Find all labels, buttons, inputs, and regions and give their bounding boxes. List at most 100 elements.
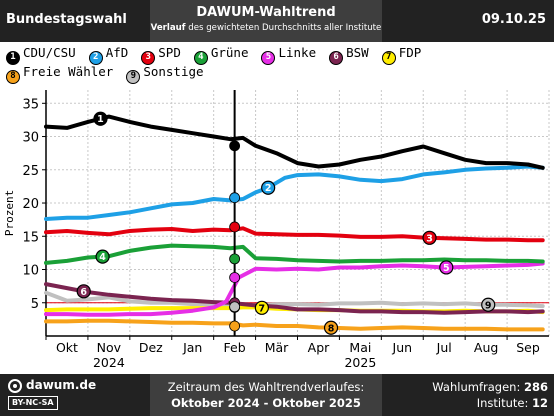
- legend-marker: 3: [141, 51, 156, 65]
- y-tick-label: 30: [22, 131, 39, 146]
- chart-title: DAWUM-Wahltrend: [196, 5, 336, 20]
- legend-row: 8 Freie Wähler 9 Sonstige: [6, 64, 554, 84]
- series-label-number: 3: [426, 233, 433, 244]
- legend-item: 6 BSW: [329, 45, 369, 65]
- x-tick-label: Aug: [474, 340, 498, 355]
- y-tick-label: 25: [22, 164, 39, 179]
- series-label-marker: [76, 284, 91, 299]
- footer-bar: dawum.de BY-NC-SA Zeitraum des Wahltrend…: [0, 374, 554, 416]
- legend-marker: 9: [126, 70, 141, 84]
- y-tick-label: 15: [22, 230, 39, 245]
- x-tick-label: Jun: [392, 340, 413, 355]
- period-value: Oktober 2024 - Oktober 2025: [171, 396, 361, 410]
- legend: 1 CDU/CSU 2 AfD 3 SPD 4 Grüne 5 Linke 6 BSW 7 FDP 8 Fre…: [6, 45, 554, 84]
- series-line: [44, 290, 545, 309]
- election-result-point: [229, 140, 241, 152]
- x-tick-label: Nov: [97, 340, 122, 355]
- x-year-label: 2025: [344, 355, 376, 370]
- x-tick-label: Jul: [436, 340, 452, 355]
- brand-link[interactable]: dawum.de: [26, 378, 97, 392]
- stats-box: Wahlumfragen: 286 Institute: 12: [432, 380, 548, 412]
- y-tick-label: 35: [22, 97, 39, 112]
- series-label-marker: [254, 300, 269, 315]
- x-tick-label: Jan: [182, 340, 202, 355]
- legend-marker: 8: [6, 70, 20, 84]
- y-axis-label: Prozent: [3, 190, 16, 236]
- period-box: Zeitraum des Wahltrendverlaufes: Oktober…: [150, 374, 382, 416]
- x-tick-label: Feb: [224, 340, 246, 355]
- legend-label: BSW: [346, 45, 369, 60]
- polls-count: 286: [523, 380, 548, 394]
- series-line: [44, 114, 545, 170]
- series-label-marker: [93, 111, 108, 126]
- election-result-point: [229, 320, 241, 332]
- y-tick-label: 5: [31, 297, 39, 312]
- series-label-number: 5: [443, 263, 450, 274]
- x-tick-label: Apr: [308, 340, 330, 355]
- legend-label: FDP: [398, 45, 422, 60]
- election-result-point: [229, 253, 241, 265]
- header-bar: Bundestagswahl DAWUM-Wahltrend Verlauf d…: [0, 0, 554, 42]
- legend-marker: 4: [193, 51, 208, 65]
- x-year-label: 2024: [93, 355, 125, 370]
- x-tick-label: Okt: [56, 340, 78, 355]
- series-label-number: 7: [259, 303, 266, 314]
- y-tick-label: 10: [22, 264, 39, 279]
- x-tick-label: Sep: [516, 340, 540, 355]
- series-label-number: 1: [97, 114, 104, 125]
- institutes-count: 12: [531, 396, 548, 410]
- series-line: [44, 226, 545, 243]
- chart-subtitle: Verlauf des gewichteten Durchschnitts al…: [150, 23, 382, 33]
- legend-marker: 6: [329, 51, 344, 65]
- legend-item: 1 CDU/CSU: [6, 45, 76, 65]
- series-line: [44, 243, 545, 265]
- legend-item: 3 SPD: [141, 45, 181, 65]
- footer-brand-box: dawum.de BY-NC-SA: [0, 374, 145, 416]
- subtitle-bold: Verlauf: [150, 23, 186, 33]
- series-label-number: 2: [265, 183, 272, 194]
- series-label-marker: [439, 260, 454, 275]
- legend-marker: 2: [88, 51, 103, 65]
- date-label: 09.10.25: [481, 12, 546, 27]
- legend-marker: 7: [381, 51, 396, 65]
- election-result-point: [229, 301, 241, 313]
- series-label-marker: [481, 297, 496, 312]
- series-label-marker: [95, 249, 110, 264]
- election-type-label: Bundestagswahl: [6, 12, 127, 27]
- series-line: [44, 282, 545, 315]
- x-tick-label: Dez: [139, 340, 163, 355]
- series-label-number: 6: [80, 287, 87, 298]
- series-label-marker: [261, 180, 276, 195]
- series-line: [44, 164, 545, 221]
- legend-item: 2 AfD: [88, 45, 128, 65]
- license-badge: BY-NC-SA: [8, 396, 58, 410]
- legend-marker: 5: [261, 51, 276, 65]
- election-result-point: [229, 221, 241, 233]
- election-result-point: [229, 192, 241, 204]
- dawum-logo-icon: [8, 379, 22, 393]
- legend-label: Sonstige: [143, 64, 204, 79]
- x-tick-label: Mär: [265, 340, 289, 355]
- legend-item: 5 Linke: [261, 45, 316, 65]
- period-label: Zeitraum des Wahltrendverlaufes:: [167, 380, 365, 394]
- legend-label: Grüne: [210, 45, 249, 60]
- legend-item: 8 Freie Wähler: [6, 64, 113, 84]
- subtitle-rest: des gewichteten Durchschnitts aller Inst…: [188, 23, 382, 33]
- series-label-number: 9: [485, 300, 492, 311]
- legend-row: 1 CDU/CSU 2 AfD 3 SPD 4 Grüne 5 Linke 6 BSW 7 FDP: [6, 45, 554, 65]
- polls-label: Wahlumfragen:: [432, 380, 521, 394]
- legend-marker: 1: [6, 51, 20, 65]
- legend-label: CDU/CSU: [23, 45, 76, 60]
- legend-item: 7 FDP: [381, 45, 422, 65]
- series-label-marker: [323, 320, 339, 335]
- series-line: [44, 318, 545, 332]
- institutes-label: Institute:: [476, 396, 529, 410]
- series-label-number: 4: [99, 252, 106, 263]
- legend-item: 9 Sonstige: [126, 64, 204, 84]
- y-tick-label: 20: [22, 197, 39, 212]
- series-line: [44, 261, 545, 317]
- series-label-marker: [422, 230, 437, 245]
- legend-item: 4 Grüne: [193, 45, 249, 65]
- series-label-number: 8: [328, 323, 335, 334]
